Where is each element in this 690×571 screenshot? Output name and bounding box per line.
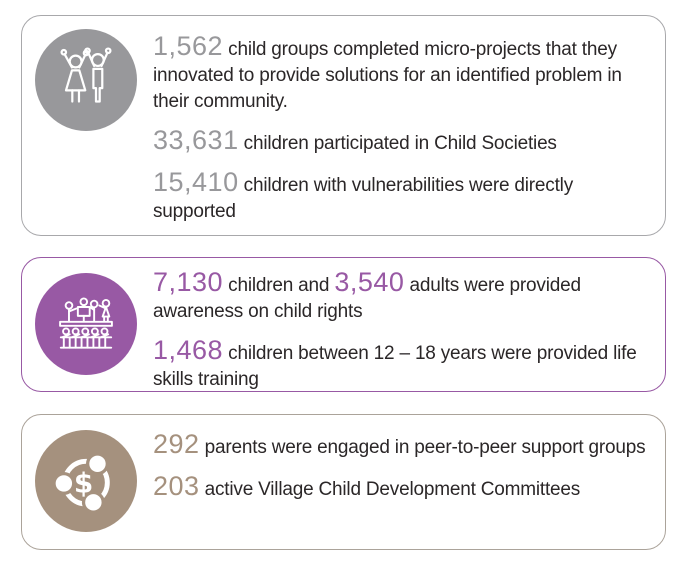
stat-number: 3,540	[334, 267, 405, 297]
icon-badge	[35, 29, 137, 131]
stat-text: parents were engaged in peer-to-peer sup…	[199, 437, 646, 458]
stat-number: 203	[153, 471, 200, 501]
stat-number: 292	[153, 429, 200, 459]
stat-text: children between 12 – 18 years were prov…	[153, 343, 637, 390]
stat-text: adults were provided awareness on child …	[153, 275, 581, 322]
stat-child-groups: 1,562 child groups completed micro-proje…	[153, 33, 651, 115]
awareness-session-icon	[59, 297, 113, 349]
stat-text: child groups completed micro-projects th…	[153, 39, 622, 112]
stat-text: children participated in Child Societies	[238, 133, 557, 154]
stat-child-societies: 33,631 children participated in Child So…	[153, 127, 651, 157]
icon-badge: $	[35, 430, 137, 532]
card-community-structures: $ 292 parents were engaged in peer-to-pe…	[21, 414, 666, 550]
money-cycle-icon: $	[52, 452, 110, 514]
card-child-societies: 1,562 child groups completed micro-proje…	[21, 15, 666, 236]
stat-parent-groups: 292 parents were engaged in peer-to-peer…	[153, 431, 651, 461]
card-stats: 7,130 children and 3,540 adults were pro…	[153, 269, 651, 393]
stat-text: children with vulnerabilities were direc…	[153, 175, 573, 222]
card-stats: 1,562 child groups completed micro-proje…	[153, 33, 651, 225]
stat-number: 33,631	[153, 125, 239, 155]
stat-number: 15,410	[153, 167, 239, 197]
stat-number: 1,562	[153, 31, 224, 61]
stat-text: active Village Child Development Committ…	[199, 479, 581, 500]
stat-number: 7,130	[153, 267, 224, 297]
card-stats: 292 parents were engaged in peer-to-peer…	[153, 431, 651, 503]
card-child-rights: 7,130 children and 3,540 adults were pro…	[21, 257, 666, 392]
stat-vcdc: 203 active Village Child Development Com…	[153, 473, 651, 503]
stat-vulnerable-children: 15,410 children with vulnerabilities wer…	[153, 169, 651, 225]
stat-rights-awareness: 7,130 children and 3,540 adults were pro…	[153, 269, 651, 325]
stat-life-skills: 1,468 children between 12 – 18 years wer…	[153, 337, 651, 393]
stat-number: 1,468	[153, 335, 224, 365]
children-celebrating-icon	[60, 47, 112, 103]
svg-text:$: $	[74, 466, 93, 499]
icon-badge	[35, 273, 137, 375]
stat-text: children and	[223, 275, 335, 296]
